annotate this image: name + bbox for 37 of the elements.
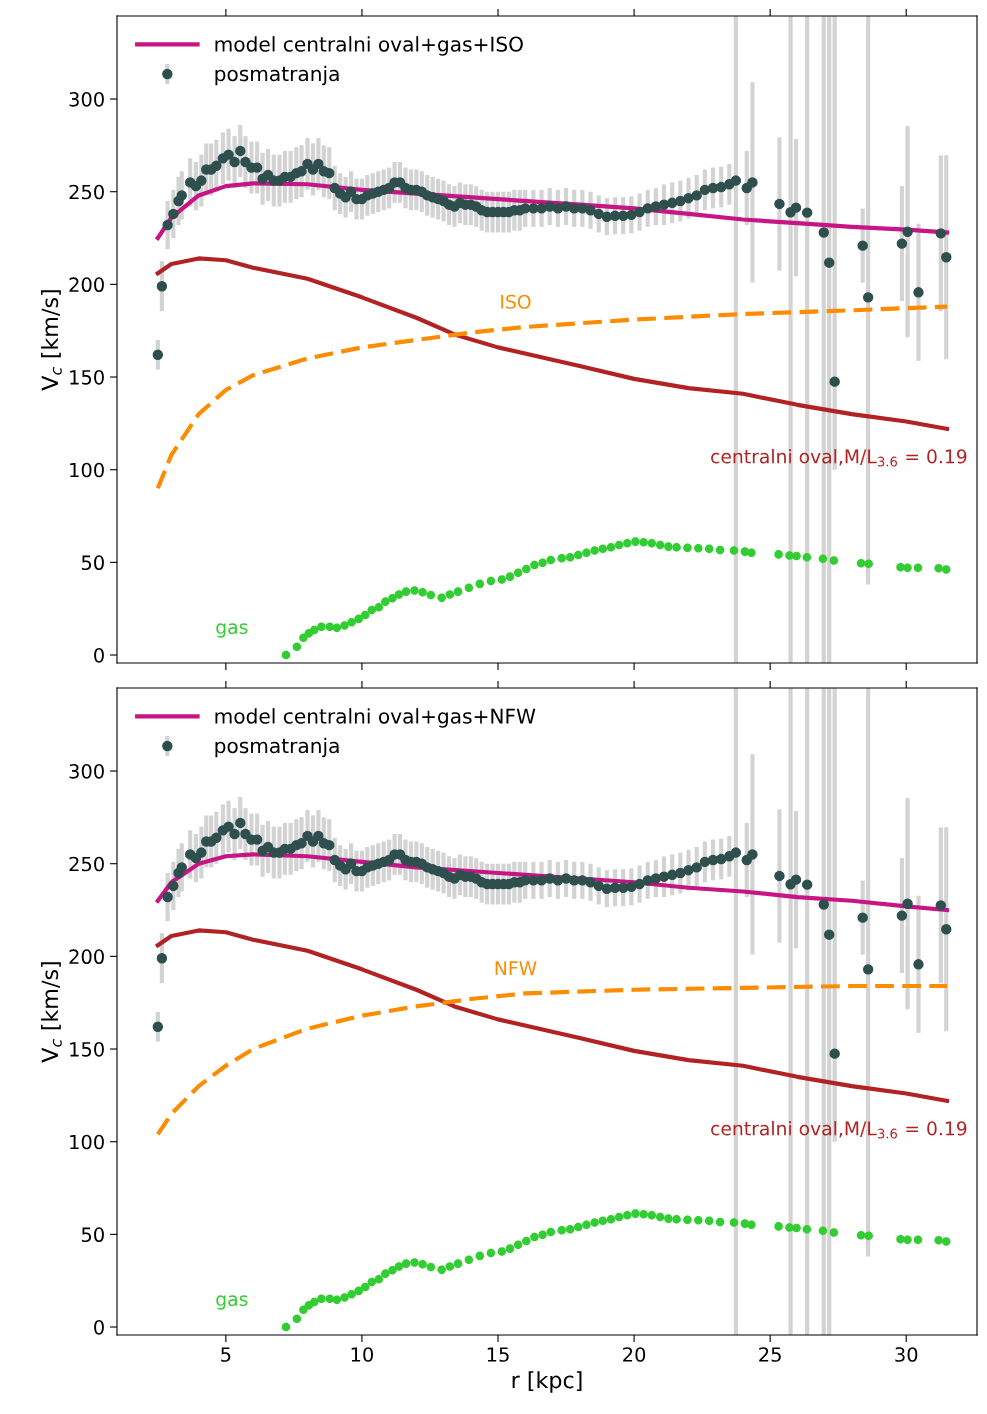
y-tick-label: 250	[69, 184, 104, 200]
x-tick-label: 30	[895, 1347, 918, 1362]
x-tick-label: 20	[623, 1347, 646, 1362]
x-axis-title: r [kpc]	[512, 1371, 582, 1393]
y-tick-label: 0	[94, 1319, 104, 1335]
y-tick-label: 50	[81, 555, 104, 571]
x-tick-label: 10	[351, 1347, 374, 1362]
legend-label: model centralni oval+gas+NFW	[215, 708, 536, 728]
y-tick-label: 150	[70, 1041, 104, 1057]
y-tick-label: 300	[69, 763, 104, 779]
x-tick-label: 5	[221, 1347, 231, 1362]
y-tick-label: 150	[70, 369, 104, 385]
line-series	[155, 181, 950, 241]
line-series	[155, 928, 950, 1104]
line-series	[155, 852, 950, 913]
text: gas	[216, 1295, 248, 1310]
y-axis-title: V$_{c}$ [km/s]	[41, 290, 62, 391]
series-label: ISO	[501, 294, 531, 309]
line-series	[155, 256, 950, 432]
y-tick-label: 50	[81, 1227, 104, 1243]
legend-label: posmatranja	[215, 737, 339, 758]
x-tick-label: 15	[487, 1347, 509, 1362]
legend-label: posmatranja	[215, 65, 339, 86]
y-tick-label: 250	[69, 856, 104, 872]
y-tick-label: 200	[69, 949, 104, 965]
x-tick-label: 25	[759, 1347, 781, 1362]
series-label: NFW	[495, 961, 537, 975]
y-tick-label: 100	[70, 462, 104, 478]
legend-label: model centralni oval+gas+ISO	[215, 36, 523, 56]
y-tick-label: 300	[69, 91, 104, 107]
y-tick-label: 0	[94, 647, 104, 663]
series-label: centralni oval,M/L$_{3.6}$ = 0.19	[711, 1121, 967, 1139]
y-axis-title: V$_{c}$ [km/s]	[41, 962, 62, 1063]
text: gas	[216, 623, 248, 638]
y-tick-label: 200	[69, 277, 104, 293]
series-label: centralni oval,M/L$_{3.6}$ = 0.19	[711, 449, 967, 467]
y-tick-label: 100	[70, 1134, 104, 1150]
